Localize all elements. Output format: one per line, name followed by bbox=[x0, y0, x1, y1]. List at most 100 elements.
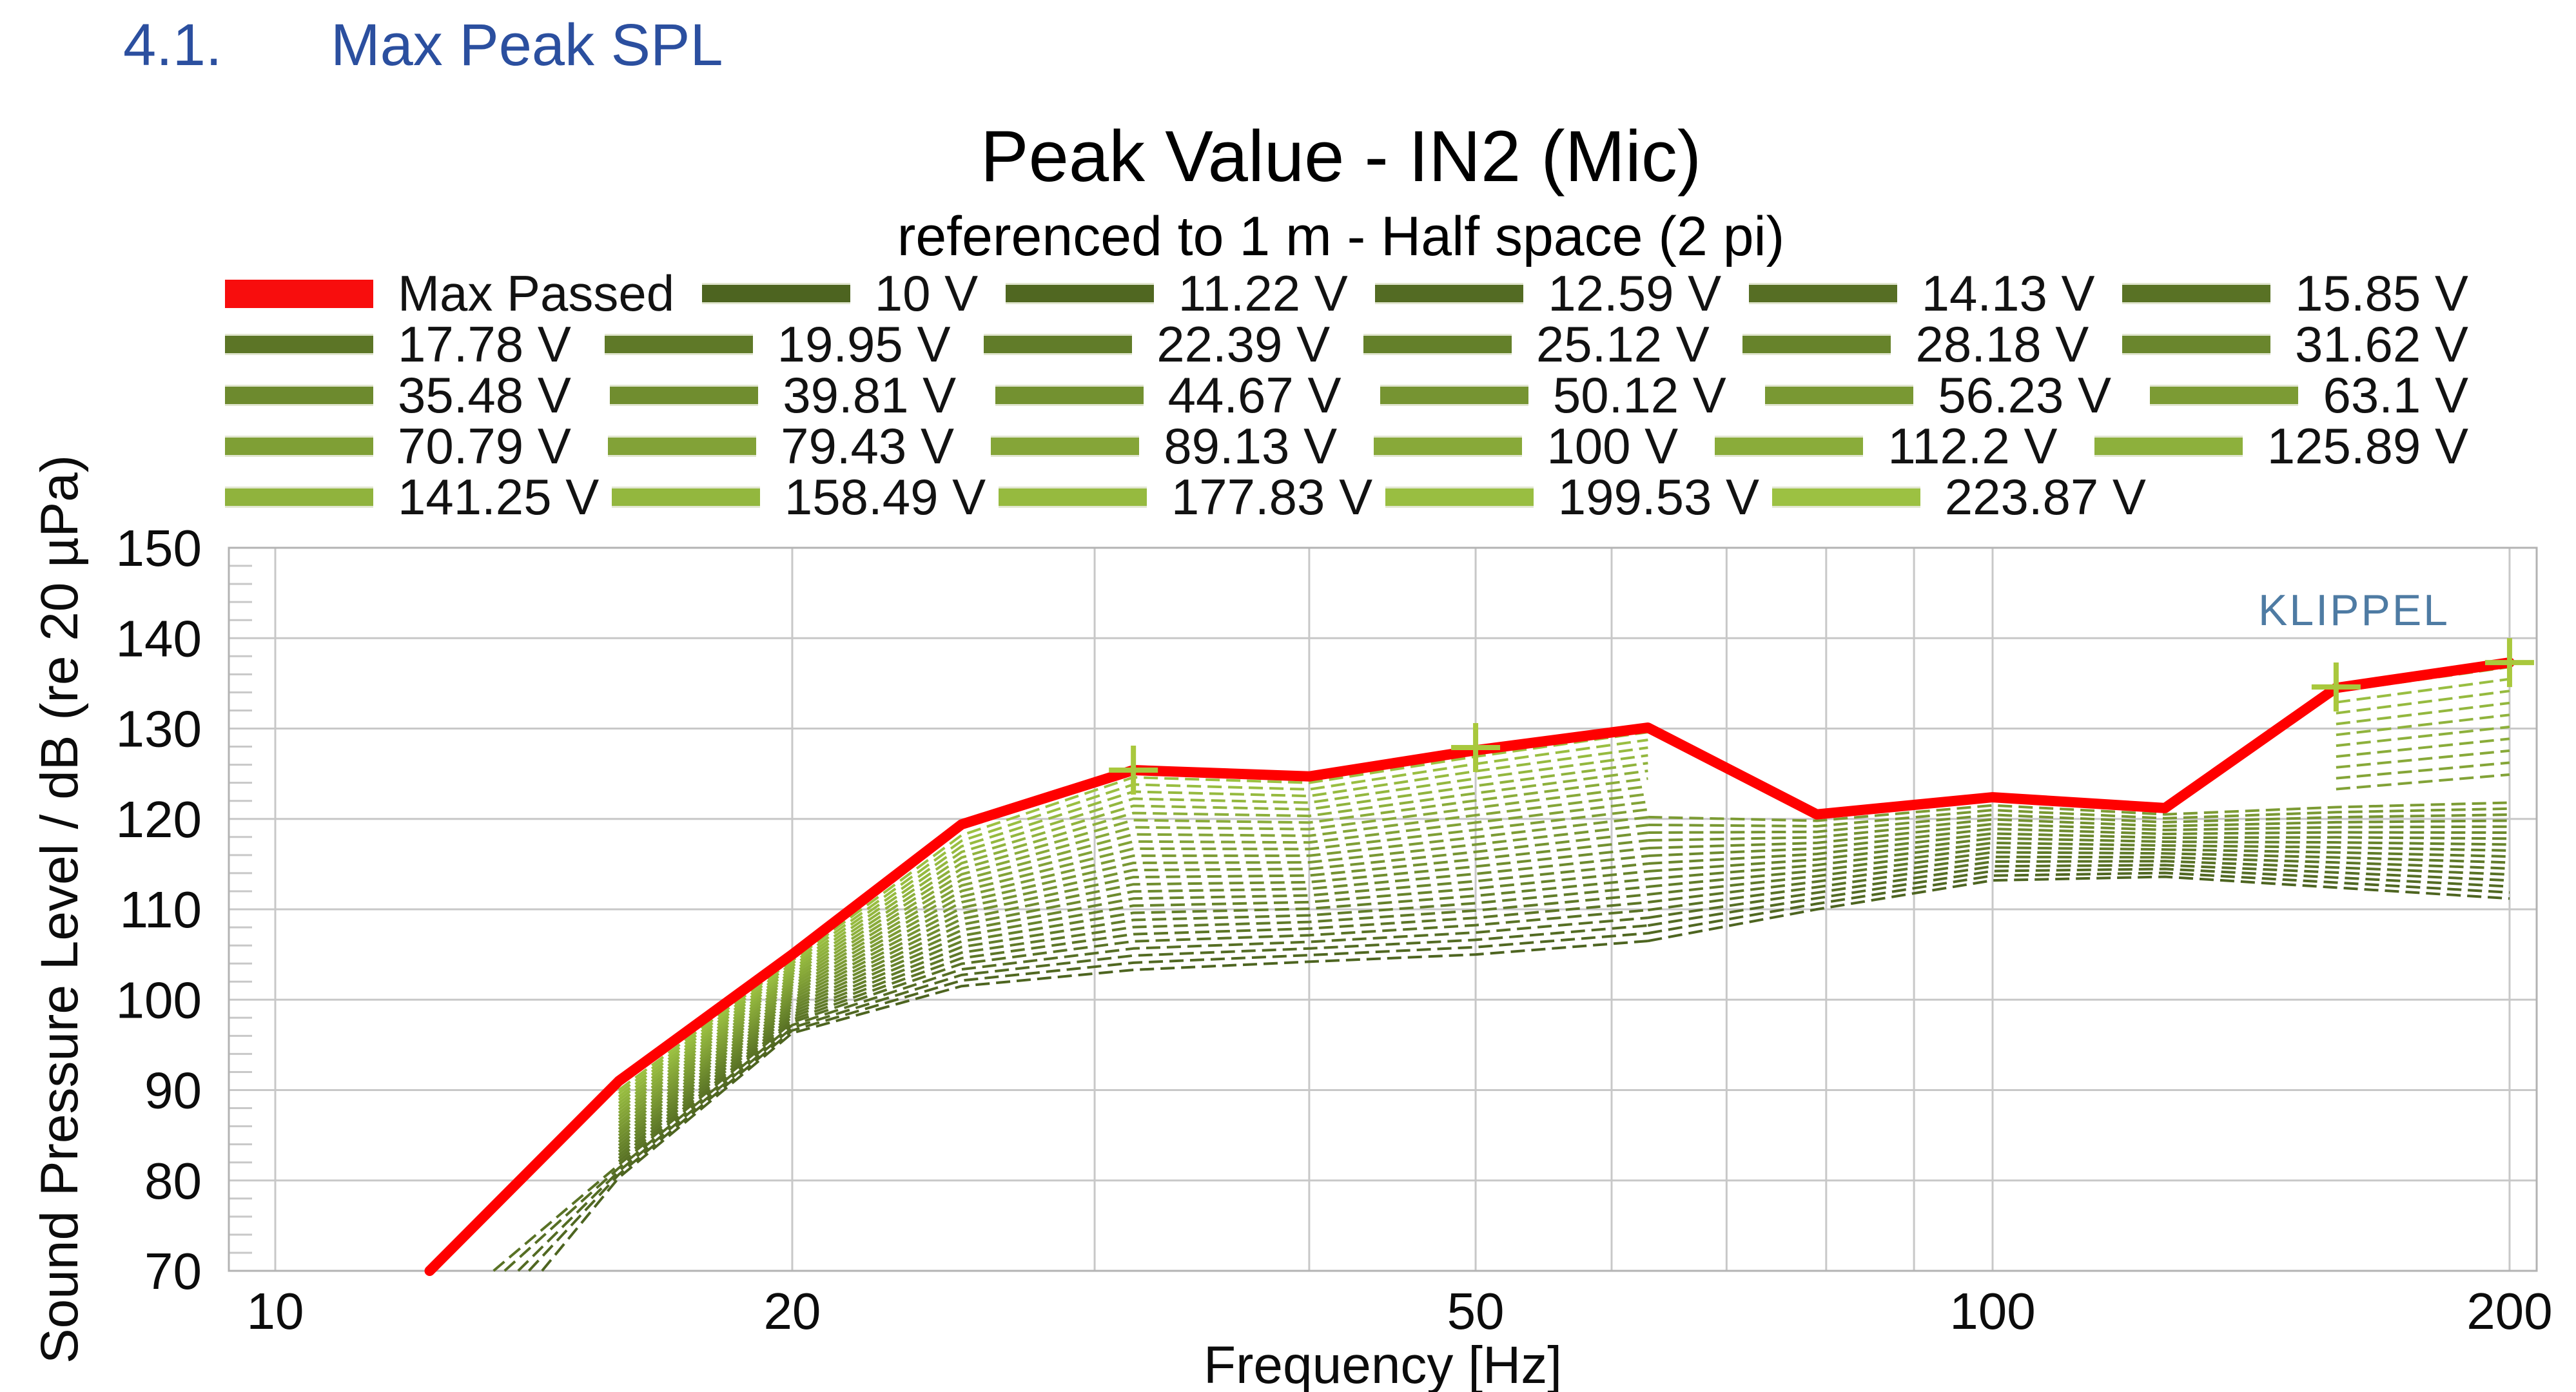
legend-row: Max Passed 10 V 11.22 V 12.59 V 14.13 V 15.85… bbox=[225, 265, 2468, 322]
legend-swatch bbox=[604, 336, 753, 353]
legend-label: 10 V bbox=[874, 265, 979, 322]
legend-item: 25.12 V bbox=[1363, 315, 1710, 374]
legend-swatch bbox=[608, 438, 757, 455]
legend-swatch bbox=[611, 488, 760, 506]
svg-text:90: 90 bbox=[144, 1062, 202, 1119]
chart-title: Peak Value - IN2 (Mic) bbox=[980, 116, 1702, 197]
legend-swatch bbox=[984, 336, 1133, 353]
legend-item: 158.49 V bbox=[611, 468, 986, 527]
legend-item: 28.18 V bbox=[1742, 315, 2089, 374]
legend-swatch-max-passed bbox=[225, 279, 373, 308]
section-title: Max Peak SPL bbox=[331, 12, 723, 78]
legend-item: 125.89 V bbox=[2094, 417, 2468, 476]
legend-row: 70.79 V 79.43 V 89.13 V 100 V 112.2 V 125.89 … bbox=[225, 418, 2468, 474]
legend-item: 12.59 V bbox=[1375, 264, 1721, 323]
legend-swatch bbox=[1742, 336, 1891, 353]
legend-item: 56.23 V bbox=[1765, 366, 2111, 425]
section-number: 4.1. bbox=[123, 12, 222, 78]
legend-label: 125.89 V bbox=[2267, 418, 2468, 474]
svg-text:20: 20 bbox=[763, 1282, 821, 1340]
legend-label: 22.39 V bbox=[1156, 316, 1331, 372]
svg-text:100: 100 bbox=[1949, 1282, 2035, 1340]
legend-label: 100 V bbox=[1547, 418, 1679, 474]
legend-item: 39.81 V bbox=[610, 366, 956, 425]
legend-swatch bbox=[225, 438, 373, 455]
svg-text:50: 50 bbox=[1447, 1282, 1505, 1340]
legend-item: 100 V bbox=[1374, 417, 1678, 476]
legend-swatch bbox=[1374, 438, 1523, 455]
svg-text:110: 110 bbox=[119, 881, 202, 938]
legend-label: 44.67 V bbox=[1167, 367, 1342, 423]
legend-label: 141.25 V bbox=[398, 469, 600, 525]
legend-item: 223.87 V bbox=[1771, 468, 2146, 527]
legend-swatch bbox=[2094, 438, 2243, 455]
legend-label: 19.95 V bbox=[777, 316, 951, 372]
legend-item: 44.67 V bbox=[995, 366, 1342, 425]
legend-label: 25.12 V bbox=[1536, 316, 1710, 372]
legend-item: 177.83 V bbox=[998, 468, 1373, 527]
legend-label: 28.18 V bbox=[1915, 316, 2089, 372]
legend-swatch bbox=[998, 488, 1147, 506]
legend-label: 112.2 V bbox=[1888, 418, 2058, 474]
svg-text:200: 200 bbox=[2466, 1282, 2552, 1340]
legend-item: 22.39 V bbox=[984, 315, 1330, 374]
legend-swatch bbox=[991, 438, 1140, 455]
legend-item: 31.62 V bbox=[2122, 315, 2468, 374]
chart-subtitle: referenced to 1 m - Half space (2 pi) bbox=[897, 206, 1785, 267]
legend-item: Max Passed bbox=[225, 264, 674, 323]
legend-item: 89.13 V bbox=[991, 417, 1337, 476]
svg-text:120: 120 bbox=[116, 791, 202, 848]
legend-item: 11.22 V bbox=[1005, 264, 1348, 323]
legend-label: 89.13 V bbox=[1164, 418, 1338, 474]
legend-swatch bbox=[995, 387, 1144, 404]
klippel-watermark: KLIPPEL bbox=[2258, 586, 2450, 635]
legend-item: 50.12 V bbox=[1380, 366, 1726, 425]
chart-legend: Max Passed 10 V 11.22 V 12.59 V 14.13 V 15.85… bbox=[225, 265, 2468, 525]
legend-item: 63.1 V bbox=[2150, 366, 2468, 425]
legend-label: 31.62 V bbox=[2295, 316, 2468, 372]
legend-item: 199.53 V bbox=[1385, 468, 1759, 527]
legend-label: 63.1 V bbox=[2323, 367, 2468, 423]
svg-text:70: 70 bbox=[144, 1242, 202, 1300]
legend-label: 11.22 V bbox=[1178, 265, 1348, 322]
legend-row: 141.25 V 158.49 V 177.83 V 199.53 V 223.87 V bbox=[225, 469, 2146, 525]
svg-text:130: 130 bbox=[116, 701, 202, 758]
legend-swatch bbox=[1380, 387, 1528, 404]
legend-item: 19.95 V bbox=[604, 315, 951, 374]
legend-label: 177.83 V bbox=[1171, 469, 1373, 525]
legend-item: 35.48 V bbox=[225, 366, 571, 425]
legend-label: 15.85 V bbox=[2295, 265, 2468, 322]
legend-label: 199.53 V bbox=[1557, 469, 1760, 525]
legend-item: 10 V bbox=[701, 264, 979, 323]
legend-swatch bbox=[1771, 488, 1920, 506]
svg-text:150: 150 bbox=[116, 519, 202, 577]
legend-swatch bbox=[225, 488, 373, 506]
legend-swatch bbox=[1748, 285, 1897, 302]
legend-row: 17.78 V 19.95 V 22.39 V 25.12 V 28.18 V 31.62… bbox=[225, 316, 2468, 372]
legend-item: 70.79 V bbox=[225, 417, 571, 476]
legend-swatch bbox=[1765, 387, 1914, 404]
legend-label: 39.81 V bbox=[783, 367, 957, 423]
legend-swatch bbox=[610, 387, 759, 404]
legend-swatch bbox=[1005, 285, 1154, 302]
legend-swatch bbox=[1385, 488, 1534, 506]
legend-row: 35.48 V 39.81 V 44.67 V 50.12 V 56.23 V 63.1 … bbox=[225, 367, 2468, 423]
legend-item: 14.13 V bbox=[1748, 264, 2095, 323]
legend-label: 79.43 V bbox=[781, 418, 954, 474]
legend-item: 79.43 V bbox=[608, 417, 954, 476]
svg-text:Frequency [Hz]: Frequency [Hz] bbox=[1204, 1336, 1562, 1392]
section-heading: 4.1. Max Peak SPL bbox=[123, 12, 2512, 79]
legend-swatch bbox=[1375, 285, 1524, 302]
legend-label: 50.12 V bbox=[1552, 367, 1726, 423]
legend-label: 14.13 V bbox=[1921, 265, 2095, 322]
legend-item: 15.85 V bbox=[2122, 264, 2468, 323]
legend-item: 112.2 V bbox=[1715, 417, 2058, 476]
svg-text:80: 80 bbox=[144, 1152, 202, 1210]
svg-text:140: 140 bbox=[116, 610, 202, 667]
legend-swatch bbox=[1715, 438, 1864, 455]
svg-text:100: 100 bbox=[116, 971, 202, 1029]
legend-swatch bbox=[225, 387, 373, 404]
legend-label: 158.49 V bbox=[784, 469, 986, 525]
legend-swatch bbox=[225, 336, 373, 353]
